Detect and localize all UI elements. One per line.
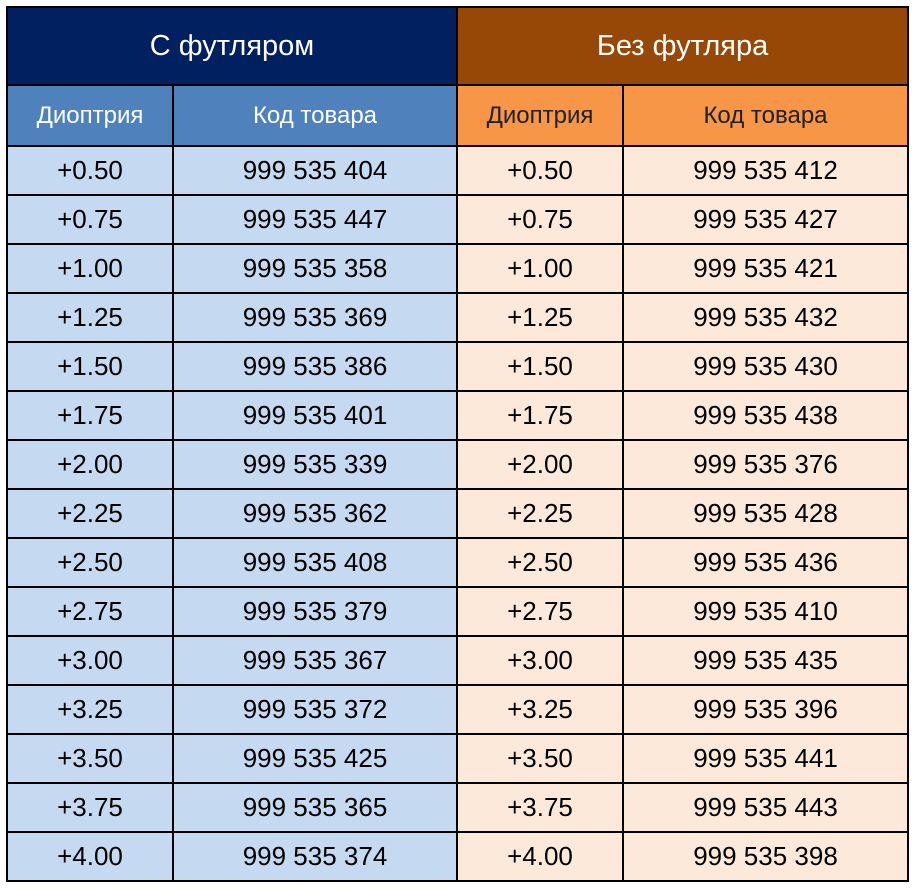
diopter-cell-with-case: +2.50 — [6, 537, 174, 588]
group-header-with-case: С футляром — [6, 6, 458, 86]
column-header-code-with-case: Код товара — [172, 84, 458, 147]
product-code-cell-with-case: 999 535 372 — [172, 684, 458, 735]
table-row: +2.50 999 535 408 +2.50 999 535 436 — [6, 537, 909, 588]
diopter-cell-with-case: +3.50 — [6, 733, 174, 784]
table-row: +2.00 999 535 339 +2.00 999 535 376 — [6, 439, 909, 490]
diopter-cell-without-case: +3.25 — [456, 684, 624, 735]
table-row: +1.00 999 535 358 +1.00 999 535 421 — [6, 243, 909, 294]
table-row: +3.75 999 535 365 +3.75 999 535 443 — [6, 782, 909, 833]
product-code-table-container: С футляром Без футляра Диоптрия Код това… — [6, 6, 909, 882]
product-code-cell-with-case: 999 535 362 — [172, 488, 458, 539]
diopter-cell-without-case: +0.75 — [456, 194, 624, 245]
diopter-cell-without-case: +1.75 — [456, 390, 624, 441]
product-code-table: С футляром Без футляра Диоптрия Код това… — [6, 6, 909, 882]
table-row: +2.75 999 535 379 +2.75 999 535 410 — [6, 586, 909, 637]
product-code-cell-without-case: 999 535 428 — [622, 488, 909, 539]
diopter-cell-with-case: +1.00 — [6, 243, 174, 294]
product-code-cell-without-case: 999 535 441 — [622, 733, 909, 784]
diopter-cell-with-case: +1.25 — [6, 292, 174, 343]
group-header-without-case: Без футляра — [456, 6, 909, 86]
diopter-cell-with-case: +1.75 — [6, 390, 174, 441]
product-code-cell-without-case: 999 535 430 — [622, 341, 909, 392]
product-code-cell-without-case: 999 535 432 — [622, 292, 909, 343]
product-code-cell-without-case: 999 535 435 — [622, 635, 909, 686]
column-header-diopter-without-case: Диоптрия — [456, 84, 624, 147]
diopter-cell-with-case: +1.50 — [6, 341, 174, 392]
product-code-cell-with-case: 999 535 447 — [172, 194, 458, 245]
diopter-cell-with-case: +2.25 — [6, 488, 174, 539]
product-code-cell-with-case: 999 535 369 — [172, 292, 458, 343]
product-code-cell-without-case: 999 535 396 — [622, 684, 909, 735]
diopter-cell-with-case: +3.25 — [6, 684, 174, 735]
diopter-cell-without-case: +2.50 — [456, 537, 624, 588]
product-code-cell-without-case: 999 535 421 — [622, 243, 909, 294]
diopter-cell-with-case: +2.75 — [6, 586, 174, 637]
column-header-code-without-case: Код товара — [622, 84, 909, 147]
column-header-row: Диоптрия Код товара Диоптрия Код товара — [6, 84, 909, 147]
table-row: +1.25 999 535 369 +1.25 999 535 432 — [6, 292, 909, 343]
product-code-cell-with-case: 999 535 365 — [172, 782, 458, 833]
diopter-cell-with-case: +0.75 — [6, 194, 174, 245]
diopter-cell-without-case: +3.00 — [456, 635, 624, 686]
product-code-cell-without-case: 999 535 398 — [622, 831, 909, 882]
product-code-cell-with-case: 999 535 386 — [172, 341, 458, 392]
product-code-cell-with-case: 999 535 374 — [172, 831, 458, 882]
group-header-row: С футляром Без футляра — [6, 6, 909, 86]
diopter-cell-without-case: +3.75 — [456, 782, 624, 833]
table-row: +0.50 999 535 404 +0.50 999 535 412 — [6, 145, 909, 196]
diopter-cell-without-case: +4.00 — [456, 831, 624, 882]
diopter-cell-without-case: +2.75 — [456, 586, 624, 637]
product-code-cell-with-case: 999 535 401 — [172, 390, 458, 441]
product-code-cell-with-case: 999 535 367 — [172, 635, 458, 686]
product-code-cell-with-case: 999 535 379 — [172, 586, 458, 637]
product-code-cell-without-case: 999 535 376 — [622, 439, 909, 490]
table-row: +3.00 999 535 367 +3.00 999 535 435 — [6, 635, 909, 686]
product-code-cell-without-case: 999 535 436 — [622, 537, 909, 588]
diopter-cell-without-case: +3.50 — [456, 733, 624, 784]
table-body: +0.50 999 535 404 +0.50 999 535 412 +0.75 999… — [6, 145, 909, 882]
diopter-cell-without-case: +1.25 — [456, 292, 624, 343]
product-code-cell-without-case: 999 535 410 — [622, 586, 909, 637]
diopter-cell-without-case: +2.25 — [456, 488, 624, 539]
table-row: +4.00 999 535 374 +4.00 999 535 398 — [6, 831, 909, 882]
diopter-cell-with-case: +3.75 — [6, 782, 174, 833]
table-row: +0.75 999 535 447 +0.75 999 535 427 — [6, 194, 909, 245]
table-row: +1.75 999 535 401 +1.75 999 535 438 — [6, 390, 909, 441]
product-code-cell-with-case: 999 535 339 — [172, 439, 458, 490]
product-code-cell-with-case: 999 535 408 — [172, 537, 458, 588]
column-header-diopter-with-case: Диоптрия — [6, 84, 174, 147]
table-row: +3.50 999 535 425 +3.50 999 535 441 — [6, 733, 909, 784]
table-row: +3.25 999 535 372 +3.25 999 535 396 — [6, 684, 909, 735]
diopter-cell-without-case: +1.00 — [456, 243, 624, 294]
product-code-cell-without-case: 999 535 438 — [622, 390, 909, 441]
diopter-cell-without-case: +2.00 — [456, 439, 624, 490]
product-code-cell-without-case: 999 535 427 — [622, 194, 909, 245]
diopter-cell-without-case: +1.50 — [456, 341, 624, 392]
table-row: +1.50 999 535 386 +1.50 999 535 430 — [6, 341, 909, 392]
diopter-cell-with-case: +2.00 — [6, 439, 174, 490]
product-code-cell-without-case: 999 535 443 — [622, 782, 909, 833]
product-code-cell-with-case: 999 535 425 — [172, 733, 458, 784]
product-code-cell-without-case: 999 535 412 — [622, 145, 909, 196]
product-code-cell-with-case: 999 535 404 — [172, 145, 458, 196]
diopter-cell-with-case: +3.00 — [6, 635, 174, 686]
diopter-cell-with-case: +0.50 — [6, 145, 174, 196]
table-row: +2.25 999 535 362 +2.25 999 535 428 — [6, 488, 909, 539]
product-code-cell-with-case: 999 535 358 — [172, 243, 458, 294]
diopter-cell-with-case: +4.00 — [6, 831, 174, 882]
diopter-cell-without-case: +0.50 — [456, 145, 624, 196]
